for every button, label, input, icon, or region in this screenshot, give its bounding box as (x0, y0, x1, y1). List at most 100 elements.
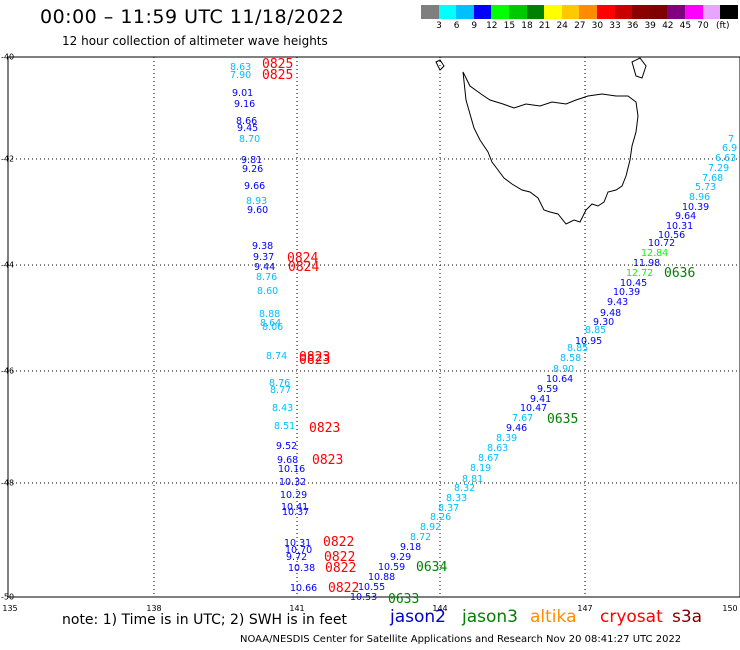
color-scale-label: 39 (644, 21, 656, 31)
swh-value: 10.37 (282, 507, 309, 518)
swh-value: 10.32 (279, 477, 306, 488)
swh-value: 8.74 (266, 351, 287, 362)
swh-value: 7.29 (708, 163, 729, 174)
swh-value: 10.55 (358, 582, 385, 593)
swh-value: 9.16 (234, 99, 255, 110)
swh-value: 9.37 (253, 252, 274, 263)
flinders-island (631, 57, 647, 79)
swh-value: 10.31 (284, 538, 311, 549)
swh-value: 10.31 (666, 221, 693, 232)
swh-value: 8.90 (553, 364, 574, 375)
color-swatch (491, 5, 509, 19)
swh-value: 8.66 (236, 116, 257, 127)
color-swatch (561, 5, 580, 19)
color-scale-label: 9 (471, 21, 478, 31)
color-swatch (667, 5, 685, 19)
color-scale-label: 36 (626, 21, 639, 31)
color-scale-label: 21 (538, 21, 551, 31)
swh-value: 9.52 (276, 441, 297, 452)
latitude-label: -42 (1, 154, 15, 164)
color-scale-unit: (ft) (716, 21, 730, 31)
pass-time-label: 0824 (288, 260, 319, 275)
swh-value: 8.92 (420, 522, 441, 533)
pass-time-label: 0823 (299, 353, 330, 368)
swh-value: 8.72 (410, 532, 431, 543)
swh-value: 10.38 (288, 563, 315, 574)
swh-value: 8.60 (257, 286, 278, 297)
color-swatch (596, 5, 615, 19)
swh-value: 9.66 (244, 181, 265, 192)
swh-value: 8.76 (269, 378, 290, 389)
latitude-label: -50 (1, 592, 15, 602)
swh-value: 9.26 (242, 164, 263, 175)
pass-time-label: 0824 (287, 251, 318, 266)
pass-time-label: 0823 (299, 350, 330, 365)
pass-time-label: 0635 (547, 412, 578, 427)
legend-jason2: jason2 (390, 607, 446, 627)
color-scale-bar (421, 5, 738, 19)
color-swatch (579, 5, 597, 19)
longitude-label: 141 (289, 604, 305, 613)
swh-value: 9.46 (506, 423, 527, 434)
swh-value: 8.96 (689, 192, 710, 203)
swh-value: 8.81 (462, 474, 483, 485)
swh-value: 10.64 (546, 374, 573, 385)
color-swatch (508, 5, 527, 19)
swh-value: 8.06 (262, 322, 283, 333)
swh-value: 9.01 (232, 88, 253, 99)
swh-value: 9.48 (600, 308, 621, 319)
swh-value: 10.53 (350, 592, 377, 603)
color-scale-label: 15 (503, 21, 516, 31)
swh-value: 9.18 (400, 542, 421, 553)
pass-time-label: 0634 (416, 560, 447, 575)
swh-value: 8.32 (454, 483, 475, 494)
swh-value: 8.88 (259, 309, 280, 320)
color-swatch (614, 5, 633, 19)
color-swatch (632, 5, 650, 19)
longitude-label: 147 (577, 604, 593, 613)
swh-value: 9.45 (237, 123, 258, 134)
latitude-label: -48 (1, 478, 15, 488)
swh-value: 6.9 (722, 143, 737, 154)
swh-value: 8.85 (585, 325, 606, 336)
swh-value: 7.90 (230, 70, 251, 81)
color-swatch (684, 5, 703, 19)
footnote: note: 1) Time is in UTC; 2) SWH is in fe… (62, 612, 348, 628)
swh-value: 8.63 (230, 62, 251, 73)
swh-value: 9.44 (254, 262, 275, 273)
pass-time-label: 0825 (262, 57, 293, 72)
swh-value: 5.73 (695, 182, 716, 193)
swh-value: 8.19 (470, 463, 491, 474)
swh-value: 10.29 (280, 490, 307, 501)
latitude-label: -44 (1, 260, 15, 270)
color-swatch (473, 5, 492, 19)
color-scale-label: 30 (591, 21, 604, 31)
swh-value: 8.39 (496, 433, 517, 444)
swh-value: 8.85 (567, 343, 588, 354)
swh-value: 8.76 (256, 272, 277, 283)
swh-value: 9.81 (241, 155, 262, 166)
color-scale-label: 12 (486, 21, 498, 31)
color-swatch (526, 5, 545, 19)
swh-value: 9.38 (252, 241, 273, 252)
swh-value: 8.51 (274, 421, 295, 432)
pass-time-label: 0823 (309, 421, 340, 436)
swh-value: 8.64 (260, 318, 281, 329)
color-swatch (649, 5, 668, 19)
swh-value: 10.66 (290, 583, 317, 594)
swh-value: 10.41 (281, 502, 308, 513)
swh-value: 9.60 (247, 205, 268, 216)
swh-value: 7 (728, 134, 734, 145)
color-swatch (720, 5, 738, 19)
legend-jason3: jason3 (462, 607, 518, 627)
legend-cryosat: cryosat (600, 607, 663, 627)
swh-value: 8.70 (239, 134, 260, 145)
swh-value: 8.58 (560, 353, 581, 364)
swh-value: 9.64 (675, 211, 696, 222)
pass-time-label: 0822 (328, 581, 359, 596)
legend-altika: altika (530, 607, 577, 627)
color-swatch (421, 5, 439, 19)
color-swatch (438, 5, 457, 19)
page-subtitle: 12 hour collection of altimeter wave hei… (62, 34, 328, 48)
